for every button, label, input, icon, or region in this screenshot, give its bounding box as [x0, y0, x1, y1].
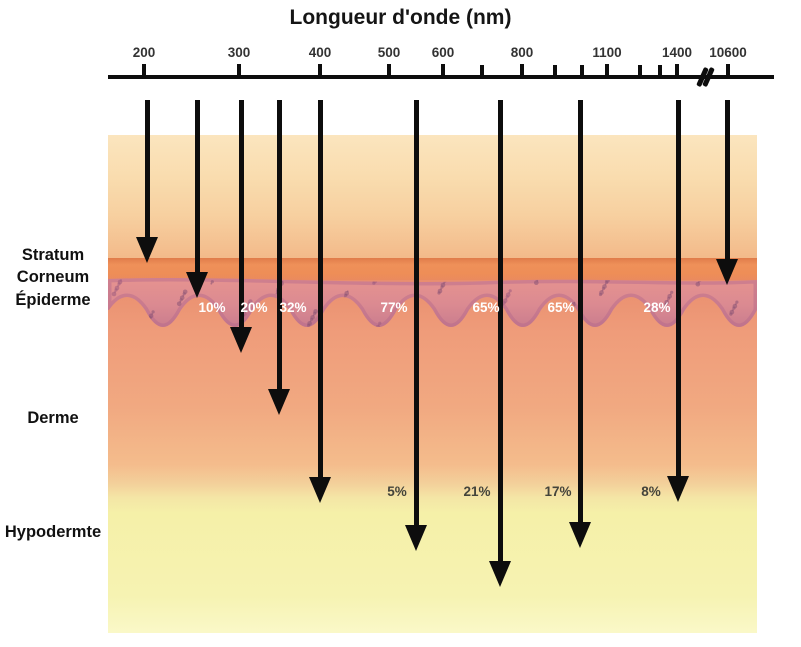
axis-minor-tick	[580, 65, 584, 76]
dermis-hypodermis-layer	[108, 258, 757, 633]
skin-layer-label: Épiderme	[15, 291, 91, 309]
skin-illustration	[108, 135, 757, 633]
skin-layer-label: Corneum	[16, 268, 90, 286]
axis-tick	[520, 64, 524, 76]
penetration-arrow-head	[268, 389, 290, 415]
axis-break-mark	[696, 66, 715, 88]
penetration-arrow-stem	[277, 100, 282, 392]
axis-tick-label: 400	[308, 45, 332, 60]
skin-layer-label: Hypodermte	[4, 523, 102, 541]
skin-layer-label: Derme	[27, 409, 79, 427]
axis-minor-tick	[658, 65, 662, 76]
epidermis-transmission-percentage: 65%	[472, 300, 500, 315]
dermis-transmission-percentage: 5%	[387, 484, 407, 499]
axis-tick	[675, 64, 679, 76]
penetration-arrow-head	[186, 272, 208, 298]
penetration-arrow-stem	[318, 100, 323, 480]
axis-tick-label: 800	[510, 45, 534, 60]
dermis-transmission-percentage: 8%	[641, 484, 661, 499]
epidermis-transmission-percentage: 20%	[240, 300, 268, 315]
epidermis-layer	[108, 275, 757, 328]
penetration-arrow-head	[136, 237, 158, 263]
axis-tick	[387, 64, 391, 76]
penetration-arrow-head	[667, 476, 689, 502]
epidermis-transmission-percentage: 77%	[380, 300, 408, 315]
epidermis-transmission-percentage: 32%	[279, 300, 307, 315]
penetration-arrow-stem	[578, 100, 583, 525]
penetration-arrow-head	[230, 327, 252, 353]
penetration-arrow-stem	[676, 100, 681, 479]
axis-minor-tick	[638, 65, 642, 76]
axis-tick	[605, 64, 609, 76]
dermis-transmission-percentage: 21%	[463, 484, 491, 499]
axis-minor-tick	[480, 65, 484, 76]
axis-tick-label: 1400	[661, 45, 693, 60]
stratum-corneum-layer	[108, 258, 757, 280]
penetration-arrow-stem	[195, 100, 200, 275]
axis-tick	[441, 64, 445, 76]
penetration-arrow-head	[489, 561, 511, 587]
epidermis-transmission-percentage: 28%	[643, 300, 671, 315]
axis-tick-label: 10600	[709, 45, 747, 60]
penetration-arrow-head	[716, 259, 738, 285]
penetration-arrow-head	[309, 477, 331, 503]
axis-minor-tick	[553, 65, 557, 76]
axis-tick	[237, 64, 241, 76]
penetration-arrow-stem	[414, 100, 419, 528]
skin-surface-layer	[108, 135, 757, 258]
penetration-arrow-stem	[145, 100, 150, 240]
axis-tick-label: 200	[132, 45, 156, 60]
epidermis-transmission-percentage: 10%	[198, 300, 226, 315]
axis-tick	[318, 64, 322, 76]
axis-tick	[142, 64, 146, 76]
penetration-arrow-stem	[725, 100, 730, 262]
dermis-transmission-percentage: 17%	[544, 484, 572, 499]
penetration-arrow-head	[405, 525, 427, 551]
penetration-arrow-head	[569, 522, 591, 548]
axis-tick-label: 600	[431, 45, 455, 60]
epidermis-transmission-percentage: 65%	[547, 300, 575, 315]
axis-tick-label: 500	[377, 45, 401, 60]
diagram-title: Longueur d'onde (nm)	[289, 6, 512, 29]
axis-tick-label: 300	[227, 45, 251, 60]
skin-layer-label: Stratum	[21, 246, 85, 264]
penetration-arrow-stem	[239, 100, 244, 330]
axis-tick	[726, 64, 730, 76]
axis-tick-label: 1100	[592, 45, 622, 60]
penetration-arrow-stem	[498, 100, 503, 564]
axis-line	[108, 75, 774, 79]
